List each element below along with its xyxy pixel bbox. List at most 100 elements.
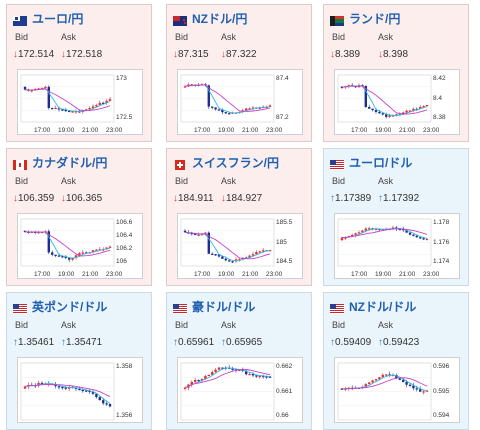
ask-label: Ask: [61, 176, 77, 186]
price-chart[interactable]: 106.6 106.4 106.2 106 17:00 19:00 21:00 23:00: [17, 213, 143, 279]
x-axis-tick: 17:00: [194, 127, 211, 134]
y-axis-tick: 106.6: [116, 219, 133, 226]
candle-body: [221, 109, 224, 113]
ask-value: 106.365: [66, 193, 103, 204]
candle-body: [95, 105, 98, 107]
y-axis-tick: 0.594: [433, 412, 450, 419]
currency-card[interactable]: ランド/円 Bid Ask ↓8.389 ↓8.398 8.42 8.4 8.38 17:00 1…: [323, 4, 469, 142]
candle-body: [405, 381, 408, 385]
pair-name-link[interactable]: ユーロ/ドル: [349, 155, 413, 170]
candle-body: [422, 238, 425, 240]
currency-card[interactable]: 英ポンド/ドル Bid Ask ↑1.35461 ↑1.35471 1.358 1.356: [6, 292, 152, 430]
price-chart[interactable]: 185.5 185 184.5 17:00 19:00 21:00 23:00: [177, 213, 303, 279]
us-flag-icon: [13, 301, 27, 314]
pair-name-link[interactable]: 英ポンド/ドル: [32, 299, 108, 314]
pair-name-link[interactable]: ランド/円: [349, 11, 401, 26]
price-chart[interactable]: 1.178 1.176 1.174 17:00 19:00 21:00 23:00: [334, 213, 460, 279]
ask-label: Ask: [378, 176, 394, 186]
card-header[interactable]: カナダドル/円: [13, 153, 107, 171]
ask-value: 1.35471: [66, 337, 103, 348]
candle-body: [255, 252, 258, 255]
bid-label: Bid: [175, 176, 189, 186]
candle-body: [27, 231, 30, 233]
candle-body: [74, 111, 78, 113]
trend-arrow-icon: ↑: [221, 337, 226, 348]
candle-body: [183, 230, 187, 233]
trend-arrow-icon: ↓: [173, 49, 178, 60]
currency-card[interactable]: NZドル/ドル Bid Ask ↑0.59409 ↑0.59423 0.596 0.595 0…: [323, 292, 469, 430]
pair-name-link[interactable]: カナダドル/円: [32, 155, 108, 170]
candle-body: [214, 254, 217, 256]
price-chart[interactable]: 1.358 1.356: [17, 357, 143, 423]
card-header[interactable]: ユーロ/ドル: [330, 153, 412, 171]
currency-card[interactable]: NZドル/円 Bid Ask ↓87.315 ↓87.322 87.4 87.2 17:00 1…: [166, 4, 312, 142]
currency-card[interactable]: ユーロ/円 Bid Ask ↓172.514 ↓172.518 173 172.5 17:00…: [6, 4, 152, 142]
candle-body: [54, 107, 57, 110]
candle-body: [361, 230, 364, 233]
y-axis-tick: 0.595: [433, 387, 450, 395]
card-header[interactable]: 豪ドル/ドル: [173, 297, 255, 315]
ask-quote: ↓106.365: [61, 193, 102, 204]
candle-body: [64, 110, 67, 112]
pair-name-link[interactable]: ユーロ/円: [32, 11, 84, 26]
card-header[interactable]: NZドル/ドル: [330, 297, 416, 315]
candle-body: [207, 374, 210, 377]
candle-body: [419, 237, 422, 239]
trend-arrow-icon: ↓: [330, 49, 335, 60]
candle-body: [408, 110, 412, 112]
card-header[interactable]: NZドル/円: [173, 9, 247, 27]
card-header[interactable]: スイスフラン/円: [173, 153, 279, 171]
price-chart[interactable]: 0.596 0.595 0.594: [334, 357, 460, 423]
trend-arrow-icon: ↓: [13, 49, 18, 60]
candle-body: [61, 109, 64, 111]
candle-body: [368, 107, 371, 109]
y-axis-tick: 185.5: [276, 219, 293, 226]
pair-name-link[interactable]: スイスフラン/円: [192, 155, 279, 170]
ask-quote: ↑1.35471: [61, 337, 102, 348]
pair-name-link[interactable]: NZドル/円: [192, 11, 248, 26]
candle-body: [37, 88, 40, 90]
candle-body: [419, 389, 422, 392]
price-chart[interactable]: 87.4 87.2 17:00 19:00 21:00 23:00: [177, 69, 303, 135]
moving-average-long: [24, 384, 111, 398]
candle-body: [422, 106, 425, 108]
x-axis-tick: 19:00: [375, 127, 392, 134]
candle-body: [61, 256, 64, 258]
candle-body: [391, 375, 395, 377]
pair-name-link[interactable]: NZドル/ドル: [349, 299, 417, 314]
currency-card[interactable]: 豪ドル/ドル Bid Ask ↑0.65961 ↑0.65965 0.662 0.661 0.…: [166, 292, 312, 430]
price-chart[interactable]: 173 172.5 17:00 19:00 21:00 23:00: [17, 69, 143, 135]
card-header[interactable]: 英ポンド/ドル: [13, 297, 107, 315]
pair-name-link[interactable]: 豪ドル/ドル: [192, 299, 256, 314]
y-axis-tick: 1.174: [433, 258, 450, 265]
candle-body: [57, 255, 61, 257]
candle-body: [388, 115, 391, 117]
candle-body: [268, 376, 272, 378]
candle-body: [255, 375, 258, 377]
candle-body: [30, 90, 33, 92]
currency-card[interactable]: カナダドル/円 Bid Ask ↓106.359 ↓106.365 106.6 106.4 1…: [6, 148, 152, 286]
ask-label: Ask: [61, 32, 77, 42]
bid-quote: ↑1.35461: [13, 337, 54, 348]
currency-card[interactable]: スイスフラン/円 Bid Ask ↓184.911 ↓184.927 185.5 185 18…: [166, 148, 312, 286]
candle-body: [207, 85, 210, 107]
trend-arrow-icon: ↑: [378, 193, 383, 204]
candle-body: [51, 108, 54, 110]
candle-body: [248, 108, 251, 110]
price-chart[interactable]: 8.42 8.4 8.38 17:00 19:00 21:00 23:00: [334, 69, 460, 135]
candle-body: [251, 254, 255, 256]
x-axis-tick: 21:00: [399, 127, 416, 134]
candle-body: [238, 369, 241, 372]
candle-body: [425, 238, 429, 240]
price-chart[interactable]: 0.662 0.661 0.66: [177, 357, 303, 423]
currency-card[interactable]: ユーロ/ドル Bid Ask ↑1.17389 ↑1.17392 1.178 1.176 1.…: [323, 148, 469, 286]
y-axis-tick: 1.176: [433, 238, 450, 246]
moving-average-long: [341, 85, 428, 115]
za-flag-icon: [330, 13, 344, 26]
trend-arrow-icon: ↓: [61, 49, 66, 60]
y-axis-tick: 173: [116, 75, 127, 82]
card-header[interactable]: ユーロ/円: [13, 9, 83, 27]
card-header[interactable]: ランド/円: [330, 9, 400, 27]
candle-body: [398, 228, 401, 231]
ask-value: 8.398: [383, 49, 409, 60]
